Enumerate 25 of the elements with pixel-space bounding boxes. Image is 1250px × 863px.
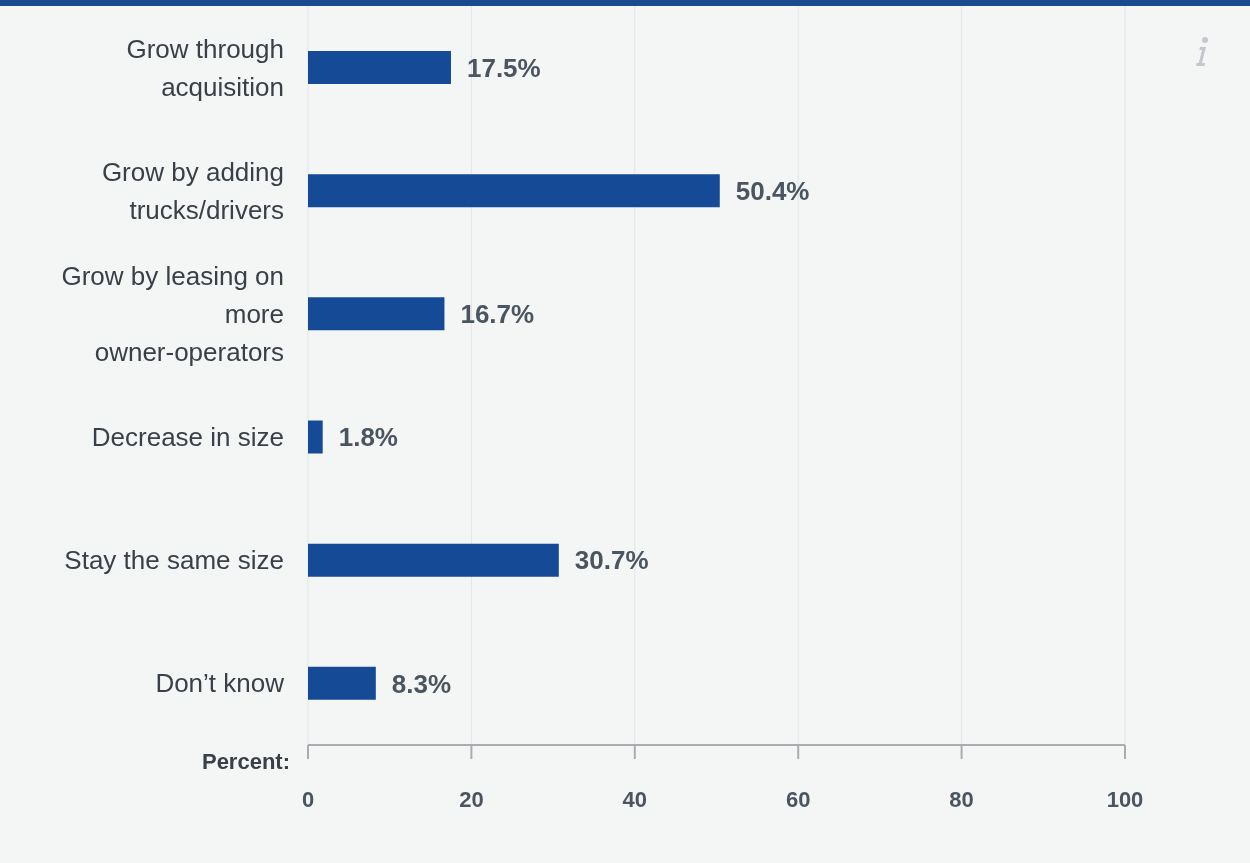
data-label: 17.5% [466, 52, 541, 83]
x-tick-label: 0 [301, 786, 315, 812]
bar [308, 666, 376, 700]
y-tick-label: Decrease in size [91, 422, 284, 453]
data-label: 8.3% [391, 668, 452, 699]
x-axis-title: Percent: [201, 749, 290, 774]
x-tick-label: 40 [622, 786, 648, 812]
x-tick-label: 80 [949, 786, 974, 812]
x-tick-label: 100 [1106, 786, 1144, 812]
y-tick-label: Stay the same size [64, 545, 284, 576]
y-tick-label: Grow by adding trucks/drivers [101, 156, 284, 225]
bar [308, 51, 451, 84]
bar [308, 297, 445, 331]
y-tick-label: Grow by leasing on more owner-operators [61, 260, 284, 367]
bar [308, 420, 323, 454]
x-tick-label: 60 [785, 786, 811, 812]
y-tick-label: Don’t know [155, 668, 285, 699]
data-label: 1.8% [338, 422, 398, 453]
x-tick-label: 20 [459, 786, 484, 812]
y-tick-label: Grow through acquisition [126, 33, 284, 102]
bar [308, 174, 720, 208]
bar [308, 543, 559, 577]
data-label: 50.4% [735, 175, 810, 206]
data-label: 30.7% [574, 545, 649, 576]
data-label: 16.7% [460, 299, 535, 330]
